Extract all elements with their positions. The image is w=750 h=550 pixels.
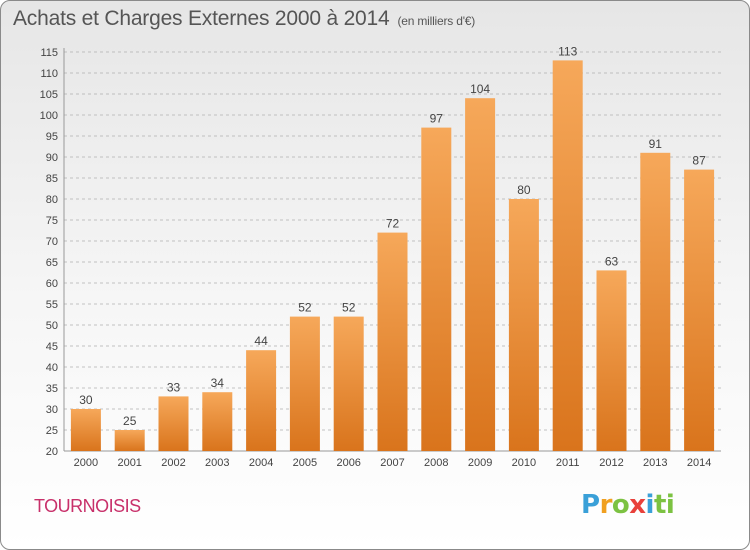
bar-value-label: 72 bbox=[386, 217, 400, 231]
x-tick-label: 2005 bbox=[293, 457, 317, 469]
bar bbox=[552, 60, 583, 452]
bar-value-label: 104 bbox=[470, 82, 490, 96]
y-tick-label: 105 bbox=[40, 89, 58, 101]
x-tick-label: 2004 bbox=[249, 457, 273, 469]
bar bbox=[596, 270, 627, 451]
x-tick-label: 2007 bbox=[380, 457, 404, 469]
bar-value-label: 44 bbox=[254, 334, 268, 348]
y-tick-label: 70 bbox=[46, 236, 58, 248]
y-tick-label: 95 bbox=[46, 131, 58, 143]
y-tick-label: 45 bbox=[46, 341, 58, 353]
x-tick-label: 2010 bbox=[512, 457, 536, 469]
x-tick-label: 2013 bbox=[643, 457, 667, 469]
bar bbox=[640, 152, 671, 452]
bar-value-label: 33 bbox=[167, 380, 181, 394]
bar-value-label: 52 bbox=[342, 301, 356, 315]
x-tick-label: 2002 bbox=[161, 457, 185, 469]
chart-title-text: Achats et Charges Externes 2000 à 2014 bbox=[13, 7, 390, 30]
bar bbox=[684, 169, 715, 451]
y-tick-label: 30 bbox=[46, 404, 58, 416]
bar bbox=[508, 199, 539, 451]
x-tick-label: 2014 bbox=[687, 457, 711, 469]
bar bbox=[465, 98, 496, 451]
bar-value-label: 52 bbox=[298, 301, 312, 315]
bar-value-label: 113 bbox=[558, 44, 577, 58]
x-tick-label: 2008 bbox=[424, 457, 448, 469]
y-tick-label: 55 bbox=[46, 299, 58, 311]
bar bbox=[158, 396, 189, 451]
y-tick-label: 90 bbox=[46, 152, 58, 164]
y-tick-label: 60 bbox=[46, 278, 58, 290]
bar-value-label: 97 bbox=[430, 112, 444, 126]
chart-title: Achats et Charges Externes 2000 à 2014 (e… bbox=[13, 7, 475, 31]
x-tick-label: 2009 bbox=[468, 457, 492, 469]
bar-value-label: 80 bbox=[517, 183, 531, 197]
bar bbox=[289, 316, 320, 451]
y-tick-label: 35 bbox=[46, 383, 58, 395]
bar-value-label: 30 bbox=[79, 393, 93, 407]
bar-value-label: 87 bbox=[692, 154, 706, 168]
bar-value-label: 25 bbox=[123, 414, 137, 428]
commune-name: TOURNOISIS bbox=[34, 496, 141, 516]
bar-value-label: 34 bbox=[211, 376, 225, 390]
bar bbox=[246, 350, 277, 451]
y-tick-label: 25 bbox=[46, 425, 58, 437]
x-tick-label: 2001 bbox=[117, 457, 141, 469]
bar bbox=[70, 409, 101, 451]
x-tick-label: 2012 bbox=[599, 457, 623, 469]
chart-subtitle: (en milliers d'€) bbox=[397, 14, 476, 28]
x-tick-label: 2011 bbox=[556, 457, 580, 469]
y-tick-label: 110 bbox=[40, 68, 58, 80]
y-tick-label: 40 bbox=[46, 362, 58, 374]
x-tick-label: 2000 bbox=[74, 457, 98, 469]
proxiti-logo: Proxiti bbox=[581, 490, 675, 520]
bar bbox=[333, 316, 364, 451]
y-tick-label: 50 bbox=[46, 320, 58, 332]
bar bbox=[202, 392, 233, 451]
bar bbox=[114, 430, 145, 451]
y-tick-label: 85 bbox=[46, 173, 58, 185]
y-tick-label: 115 bbox=[40, 47, 58, 59]
bar bbox=[377, 232, 408, 451]
y-tick-label: 100 bbox=[40, 110, 58, 122]
bar-value-label: 63 bbox=[605, 254, 619, 268]
bar-value-label: 91 bbox=[649, 137, 663, 151]
y-tick-label: 75 bbox=[46, 215, 58, 227]
y-tick-label: 80 bbox=[46, 194, 58, 206]
x-tick-label: 2003 bbox=[205, 457, 229, 469]
x-tick-label: 2006 bbox=[336, 457, 360, 469]
y-tick-label: 65 bbox=[46, 257, 58, 269]
bar bbox=[421, 127, 452, 451]
y-tick-label: 20 bbox=[46, 446, 58, 458]
